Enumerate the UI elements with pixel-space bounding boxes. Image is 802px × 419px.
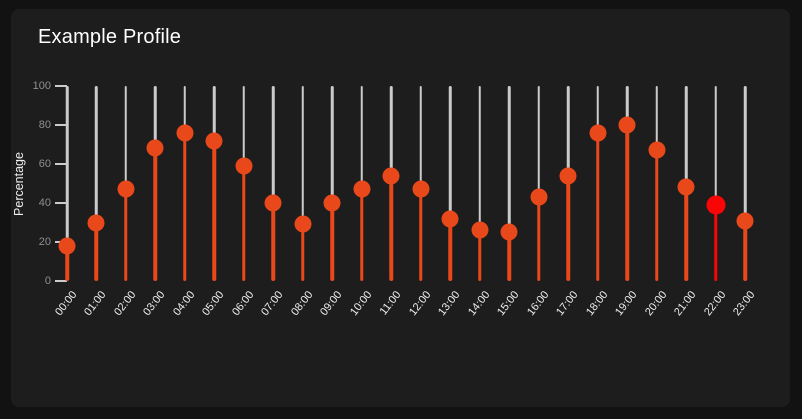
grid-line <box>360 86 364 190</box>
data-point[interactable] <box>530 188 548 206</box>
grid-line <box>507 86 511 233</box>
y-tick-label: 40 <box>38 196 51 209</box>
data-point[interactable] <box>500 223 518 241</box>
y-tick-label: 60 <box>38 157 51 170</box>
value-stem <box>536 197 541 281</box>
grid-line <box>566 86 570 176</box>
grid-line <box>448 86 452 219</box>
grid-line <box>743 86 747 221</box>
value-stem <box>654 150 659 281</box>
data-point[interactable] <box>353 180 371 198</box>
grid-line <box>213 86 216 141</box>
y-tick-label: 20 <box>38 235 51 248</box>
grid-line <box>331 86 334 203</box>
data-point-highlight[interactable] <box>706 195 726 215</box>
data-point[interactable] <box>589 124 607 142</box>
value-stem <box>448 218 452 281</box>
data-point[interactable] <box>736 212 754 230</box>
y-tick-dash <box>55 124 67 126</box>
data-point[interactable] <box>412 180 430 198</box>
y-tick-label: 100 <box>32 79 51 92</box>
data-point[interactable] <box>323 194 341 212</box>
grid-line <box>625 86 629 125</box>
data-point[interactable] <box>87 214 105 231</box>
grid-line <box>183 86 187 133</box>
y-tick-dash <box>55 202 67 204</box>
value-stem <box>183 132 187 281</box>
value-stem <box>360 189 364 281</box>
y-tick-dash <box>55 85 67 87</box>
grid-line <box>301 86 305 225</box>
y-tick-dash <box>55 163 67 165</box>
data-point[interactable] <box>294 215 312 233</box>
grid-line <box>65 86 69 246</box>
value-stem-highlight <box>713 204 718 281</box>
chart-panel: Example Profile Percentage 0 20 40 60 80 100 0… <box>11 9 790 407</box>
y-tick-label: 80 <box>38 118 51 131</box>
value-stem <box>625 125 629 281</box>
grid-line <box>537 86 540 198</box>
grid-line <box>390 86 393 176</box>
data-point[interactable] <box>58 237 76 255</box>
value-stem <box>301 224 305 281</box>
value-stem <box>595 132 600 281</box>
value-stem <box>684 187 688 281</box>
grid-line <box>655 86 658 151</box>
grid-line <box>419 86 422 190</box>
data-point[interactable] <box>146 139 164 157</box>
data-point[interactable] <box>677 178 695 196</box>
grid-line <box>596 86 599 133</box>
grid-line <box>154 86 157 149</box>
value-stem <box>212 140 217 281</box>
y-tick-dash <box>55 280 67 282</box>
panel-title: Example Profile <box>38 26 182 48</box>
grid-line <box>684 86 688 188</box>
grid-line <box>714 86 717 205</box>
value-stem <box>330 203 335 281</box>
data-point[interactable] <box>618 116 636 134</box>
y-tick-label: 0 <box>44 274 51 287</box>
data-point[interactable] <box>648 141 666 159</box>
grid-line <box>95 86 98 223</box>
grid-line <box>124 86 128 190</box>
data-point[interactable] <box>382 167 400 185</box>
data-point[interactable] <box>235 157 253 175</box>
grid-line <box>242 86 246 166</box>
value-stem <box>566 175 570 281</box>
data-point[interactable] <box>471 221 489 239</box>
plot-area: Percentage 0 20 40 60 80 100 00:00 01:00 02:00 03… <box>12 80 757 319</box>
value-stem <box>124 189 128 281</box>
grid-line <box>478 86 481 231</box>
value-stem <box>743 220 747 281</box>
value-stem <box>94 222 99 281</box>
value-stem <box>507 232 511 281</box>
grid-line <box>272 86 275 203</box>
value-stem <box>153 148 158 281</box>
data-point[interactable] <box>205 132 223 150</box>
data-point[interactable] <box>559 167 577 185</box>
value-stem <box>418 189 423 281</box>
value-stem <box>271 203 276 281</box>
data-point[interactable] <box>264 194 282 212</box>
data-point[interactable] <box>441 210 459 228</box>
value-stem <box>65 245 69 281</box>
value-stem <box>242 165 246 281</box>
value-stem <box>389 175 393 281</box>
data-point[interactable] <box>117 180 135 198</box>
value-stem <box>477 230 482 281</box>
data-point[interactable] <box>176 124 194 142</box>
